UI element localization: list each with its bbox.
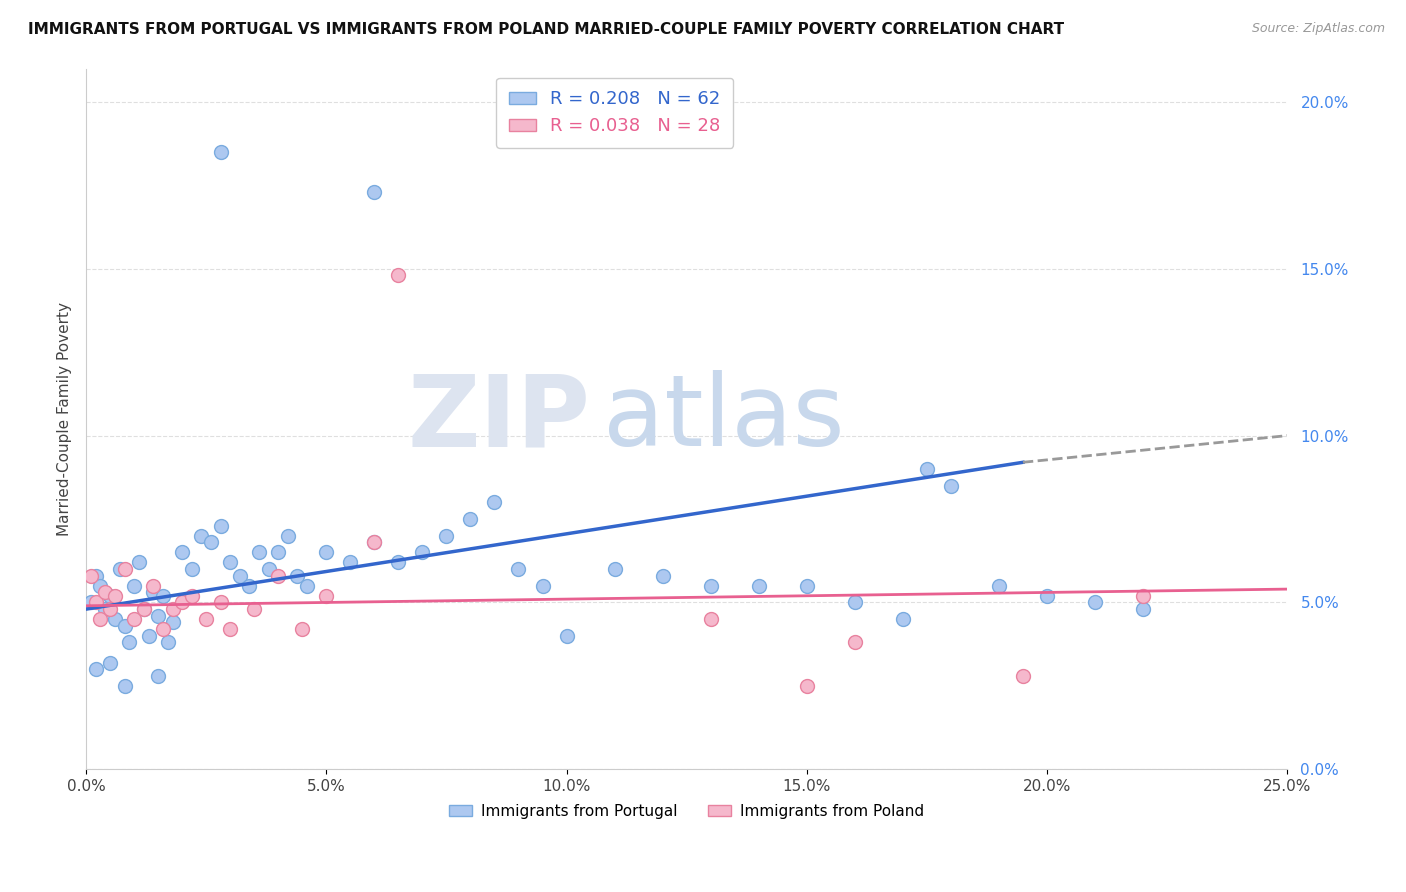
Point [287, 568, 309, 582]
Point [142, 579, 165, 593]
Point [219, 555, 242, 569]
Point [84, 595, 107, 609]
Point [796, 579, 818, 593]
Point [1036, 589, 1059, 603]
Point [363, 535, 385, 549]
Point [603, 562, 626, 576]
Point [98, 656, 121, 670]
Point [190, 529, 212, 543]
Point [162, 615, 184, 630]
Point [411, 545, 433, 559]
Text: IMMIGRANTS FROM PORTUGAL VS IMMIGRANTS FROM POLAND MARRIED-COUPLE FAMILY POVERTY: IMMIGRANTS FROM PORTUGAL VS IMMIGRANTS F… [28, 22, 1064, 37]
Point [94, 585, 117, 599]
Point [699, 579, 721, 593]
Text: atlas: atlas [603, 370, 844, 467]
Point [699, 612, 721, 626]
Point [1084, 595, 1107, 609]
Point [80, 595, 103, 609]
Point [291, 622, 314, 636]
Text: Source: ZipAtlas.com: Source: ZipAtlas.com [1251, 22, 1385, 36]
Point [229, 568, 252, 582]
Point [132, 602, 155, 616]
Point [200, 535, 222, 549]
Point [104, 589, 127, 603]
Point [122, 579, 145, 593]
Point [114, 619, 136, 633]
Point [247, 545, 270, 559]
Point [315, 545, 337, 559]
Point [267, 545, 290, 559]
Point [195, 612, 218, 626]
Point [243, 602, 266, 616]
Point [219, 622, 242, 636]
Point [844, 635, 866, 649]
Point [94, 602, 117, 616]
Point [484, 495, 506, 509]
Point [132, 602, 155, 616]
Point [531, 579, 554, 593]
Point [84, 568, 107, 582]
Point [146, 608, 169, 623]
Point [209, 595, 232, 609]
Point [555, 629, 578, 643]
Point [209, 518, 232, 533]
Point [436, 529, 458, 543]
Point [315, 589, 337, 603]
Point [1132, 602, 1154, 616]
Point [104, 612, 127, 626]
Point [98, 602, 121, 616]
Y-axis label: Married-Couple Family Poverty: Married-Couple Family Poverty [58, 301, 72, 536]
Point [152, 622, 174, 636]
Point [238, 579, 260, 593]
Point [172, 545, 194, 559]
Point [108, 562, 131, 576]
Point [138, 629, 160, 643]
Point [295, 579, 318, 593]
Point [387, 268, 409, 283]
Point [988, 579, 1011, 593]
Point [387, 555, 409, 569]
Point [339, 555, 361, 569]
Point [180, 589, 202, 603]
Point [844, 595, 866, 609]
Point [257, 562, 280, 576]
Point [84, 662, 107, 676]
Point [142, 585, 165, 599]
Point [1132, 589, 1154, 603]
Point [89, 612, 111, 626]
Point [363, 535, 385, 549]
Point [152, 589, 174, 603]
Point [146, 669, 169, 683]
Text: ZIP: ZIP [408, 370, 591, 467]
Point [89, 579, 111, 593]
Point [363, 185, 385, 199]
Point [172, 595, 194, 609]
Point [915, 462, 938, 476]
Point [98, 589, 121, 603]
Point [796, 679, 818, 693]
Point [128, 555, 150, 569]
Point [651, 568, 673, 582]
Legend: Immigrants from Portugal, Immigrants from Poland: Immigrants from Portugal, Immigrants fro… [443, 797, 931, 825]
Point [939, 478, 962, 492]
Point [891, 612, 914, 626]
Point [267, 568, 290, 582]
Point [114, 562, 136, 576]
Point [118, 635, 141, 649]
Point [209, 145, 232, 159]
Point [748, 579, 770, 593]
Point [460, 512, 482, 526]
Point [162, 602, 184, 616]
Point [277, 529, 299, 543]
Point [180, 562, 202, 576]
Point [80, 568, 103, 582]
Point [508, 562, 530, 576]
Point [122, 612, 145, 626]
Point [114, 679, 136, 693]
Point [1012, 669, 1035, 683]
Point [156, 635, 179, 649]
